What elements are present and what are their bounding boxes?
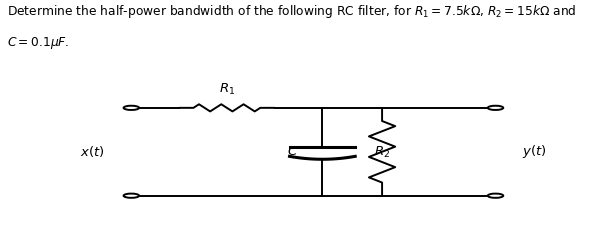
Text: $R_2$: $R_2$ (374, 144, 390, 159)
Text: $x(t)$: $x(t)$ (80, 144, 105, 159)
Text: $R_1$: $R_1$ (219, 81, 235, 97)
Text: $y(t)$: $y(t)$ (522, 143, 547, 160)
Text: Determine the half-power bandwidth of the following RC filter, for $R_1 = 7.5k\O: Determine the half-power bandwidth of th… (7, 3, 577, 20)
Text: $C$: $C$ (287, 145, 298, 158)
Text: $C = 0.1\mu F$.: $C = 0.1\mu F$. (7, 35, 70, 51)
